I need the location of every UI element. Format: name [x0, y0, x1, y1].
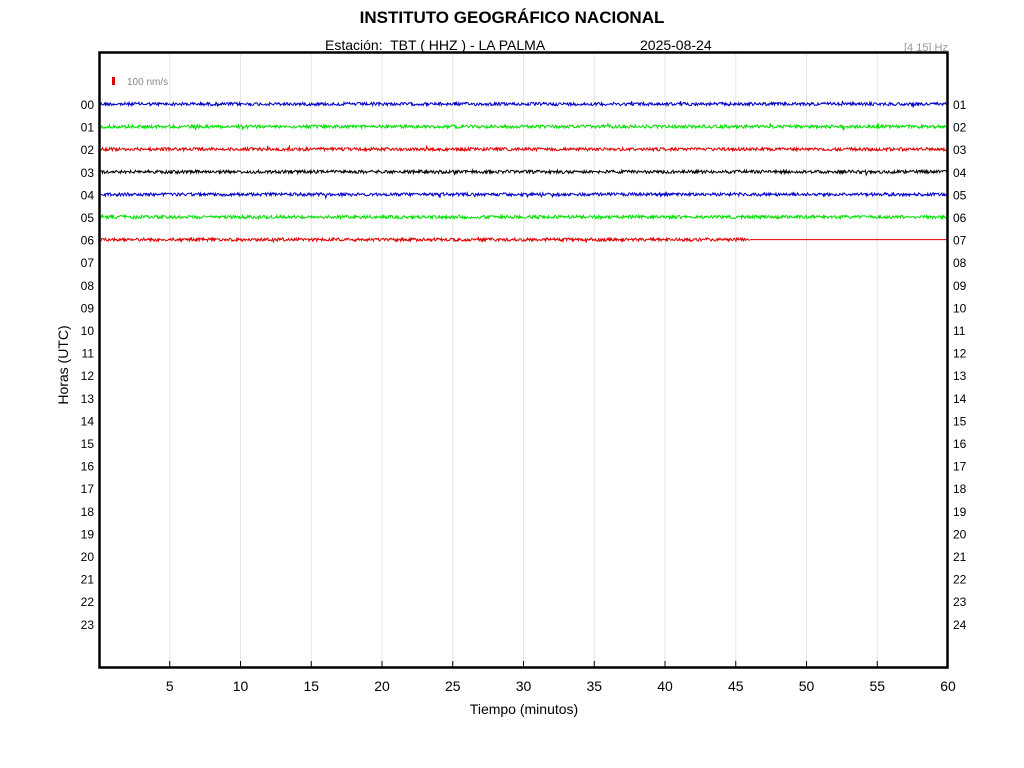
x-tick-label: 5: [166, 678, 174, 694]
y-tick-label-left: 18: [81, 505, 95, 519]
x-tick-label: 10: [233, 678, 249, 694]
y-tick-label-left: 23: [81, 618, 95, 632]
y-tick-label-right: 15: [953, 414, 967, 428]
x-tick-label: 30: [516, 678, 532, 694]
y-tick-label-right: 13: [953, 369, 967, 383]
x-tick-label: 55: [869, 678, 885, 694]
trace-layer: [98, 100, 948, 244]
y-tick-label-left: 04: [81, 188, 95, 202]
x-tick-label: 20: [374, 678, 390, 694]
trace-hour-02: [98, 144, 948, 153]
y-tick-label-left: 15: [81, 437, 95, 451]
y-tick-label-left: 01: [81, 121, 95, 135]
x-tick-label: 15: [303, 678, 319, 694]
y-tick-label-right: 11: [953, 324, 966, 338]
filter-label: [4 15] Hz: [903, 42, 948, 54]
chart-title: INSTITUTO GEOGRÁFICO NACIONAL: [359, 8, 665, 27]
y-tick-label-right: 07: [953, 234, 967, 248]
y-tick-label-left: 03: [81, 166, 95, 180]
y-tick-label-left: 17: [81, 482, 95, 496]
x-axis-label: Tiempo (minutos): [470, 701, 578, 717]
scale-label: 100 nm/s: [127, 77, 168, 88]
y-tick-label-left: 16: [81, 460, 95, 474]
y-tick-label-left: 07: [81, 256, 95, 270]
x-tick-label: 60: [940, 678, 956, 694]
y-tick-label-left: 13: [81, 392, 95, 406]
y-tick-label-right: 12: [953, 347, 967, 361]
y-tick-label-right: 05: [953, 188, 967, 202]
y-tick-label-right: 09: [953, 279, 967, 293]
y-tick-label-right: 08: [953, 256, 967, 270]
y-tick-label-right: 21: [953, 550, 967, 564]
y-tick-label-right: 14: [953, 392, 967, 406]
grid-layer: [169, 54, 878, 666]
trace-hour-00: [98, 100, 948, 108]
y-tick-label-right: 18: [953, 482, 967, 496]
y-tick-label-right: 16: [953, 437, 967, 451]
y-tick-label-right: 24: [953, 618, 967, 632]
y-tick-label-right: 22: [953, 573, 967, 587]
y-tick-label-right: 03: [953, 143, 967, 157]
trace-hour-04: [98, 190, 948, 200]
y-tick-label-left: 14: [81, 414, 95, 428]
x-tick-label: 50: [799, 678, 815, 694]
y-tick-label-left: 22: [81, 595, 95, 609]
station-label: Estación: TBT ( HHZ ) - LA PALMA: [325, 37, 546, 53]
y-tick-label-left: 08: [81, 279, 95, 293]
x-tick-label: 40: [657, 678, 673, 694]
y-tick-label-left: 06: [81, 234, 95, 248]
y-tick-label-right: 01: [953, 98, 967, 112]
x-tick-label: 45: [728, 678, 744, 694]
y-tick-label-right: 20: [953, 527, 967, 541]
trace-hour-03: [98, 168, 948, 177]
y-tick-label-left: 20: [81, 550, 95, 564]
y-tick-label-right: 10: [953, 301, 967, 315]
y-tick-label-left: 11: [82, 347, 95, 361]
y-tick-label-right: 23: [953, 595, 967, 609]
trace-hour-01: [98, 122, 948, 132]
x-tick-label: 35: [586, 678, 602, 694]
y-tick-label-right: 02: [953, 121, 967, 135]
y-tick-label-left: 21: [81, 573, 95, 587]
y-tick-label-left: 12: [81, 369, 95, 383]
date-label: 2025-08-24: [640, 37, 712, 53]
y-axis-label: Horas (UTC): [55, 325, 71, 404]
y-tick-label-right: 17: [953, 460, 967, 474]
trace-hour-05: [98, 213, 948, 221]
y-tick-label-left: 05: [81, 211, 95, 225]
scale-bar-icon: [112, 77, 115, 85]
plot-frame: [98, 51, 949, 669]
trace-hour-06: [98, 236, 750, 244]
y-tick-label-right: 04: [953, 166, 967, 180]
y-tick-label-right: 19: [953, 505, 967, 519]
y-tick-label-left: 09: [81, 301, 95, 315]
y-tick-label-left: 02: [81, 143, 95, 157]
y-tick-label-right: 06: [953, 211, 967, 225]
y-tick-label-left: 00: [81, 98, 95, 112]
x-tick-label: 25: [445, 678, 461, 694]
y-tick-label-left: 19: [81, 527, 95, 541]
y-tick-label-left: 10: [81, 324, 95, 338]
ticks-layer: 5 10 15 20 25 30 35 40 45 50 55 60 00 01 02 03 04 05 06 07 0…: [81, 98, 967, 694]
